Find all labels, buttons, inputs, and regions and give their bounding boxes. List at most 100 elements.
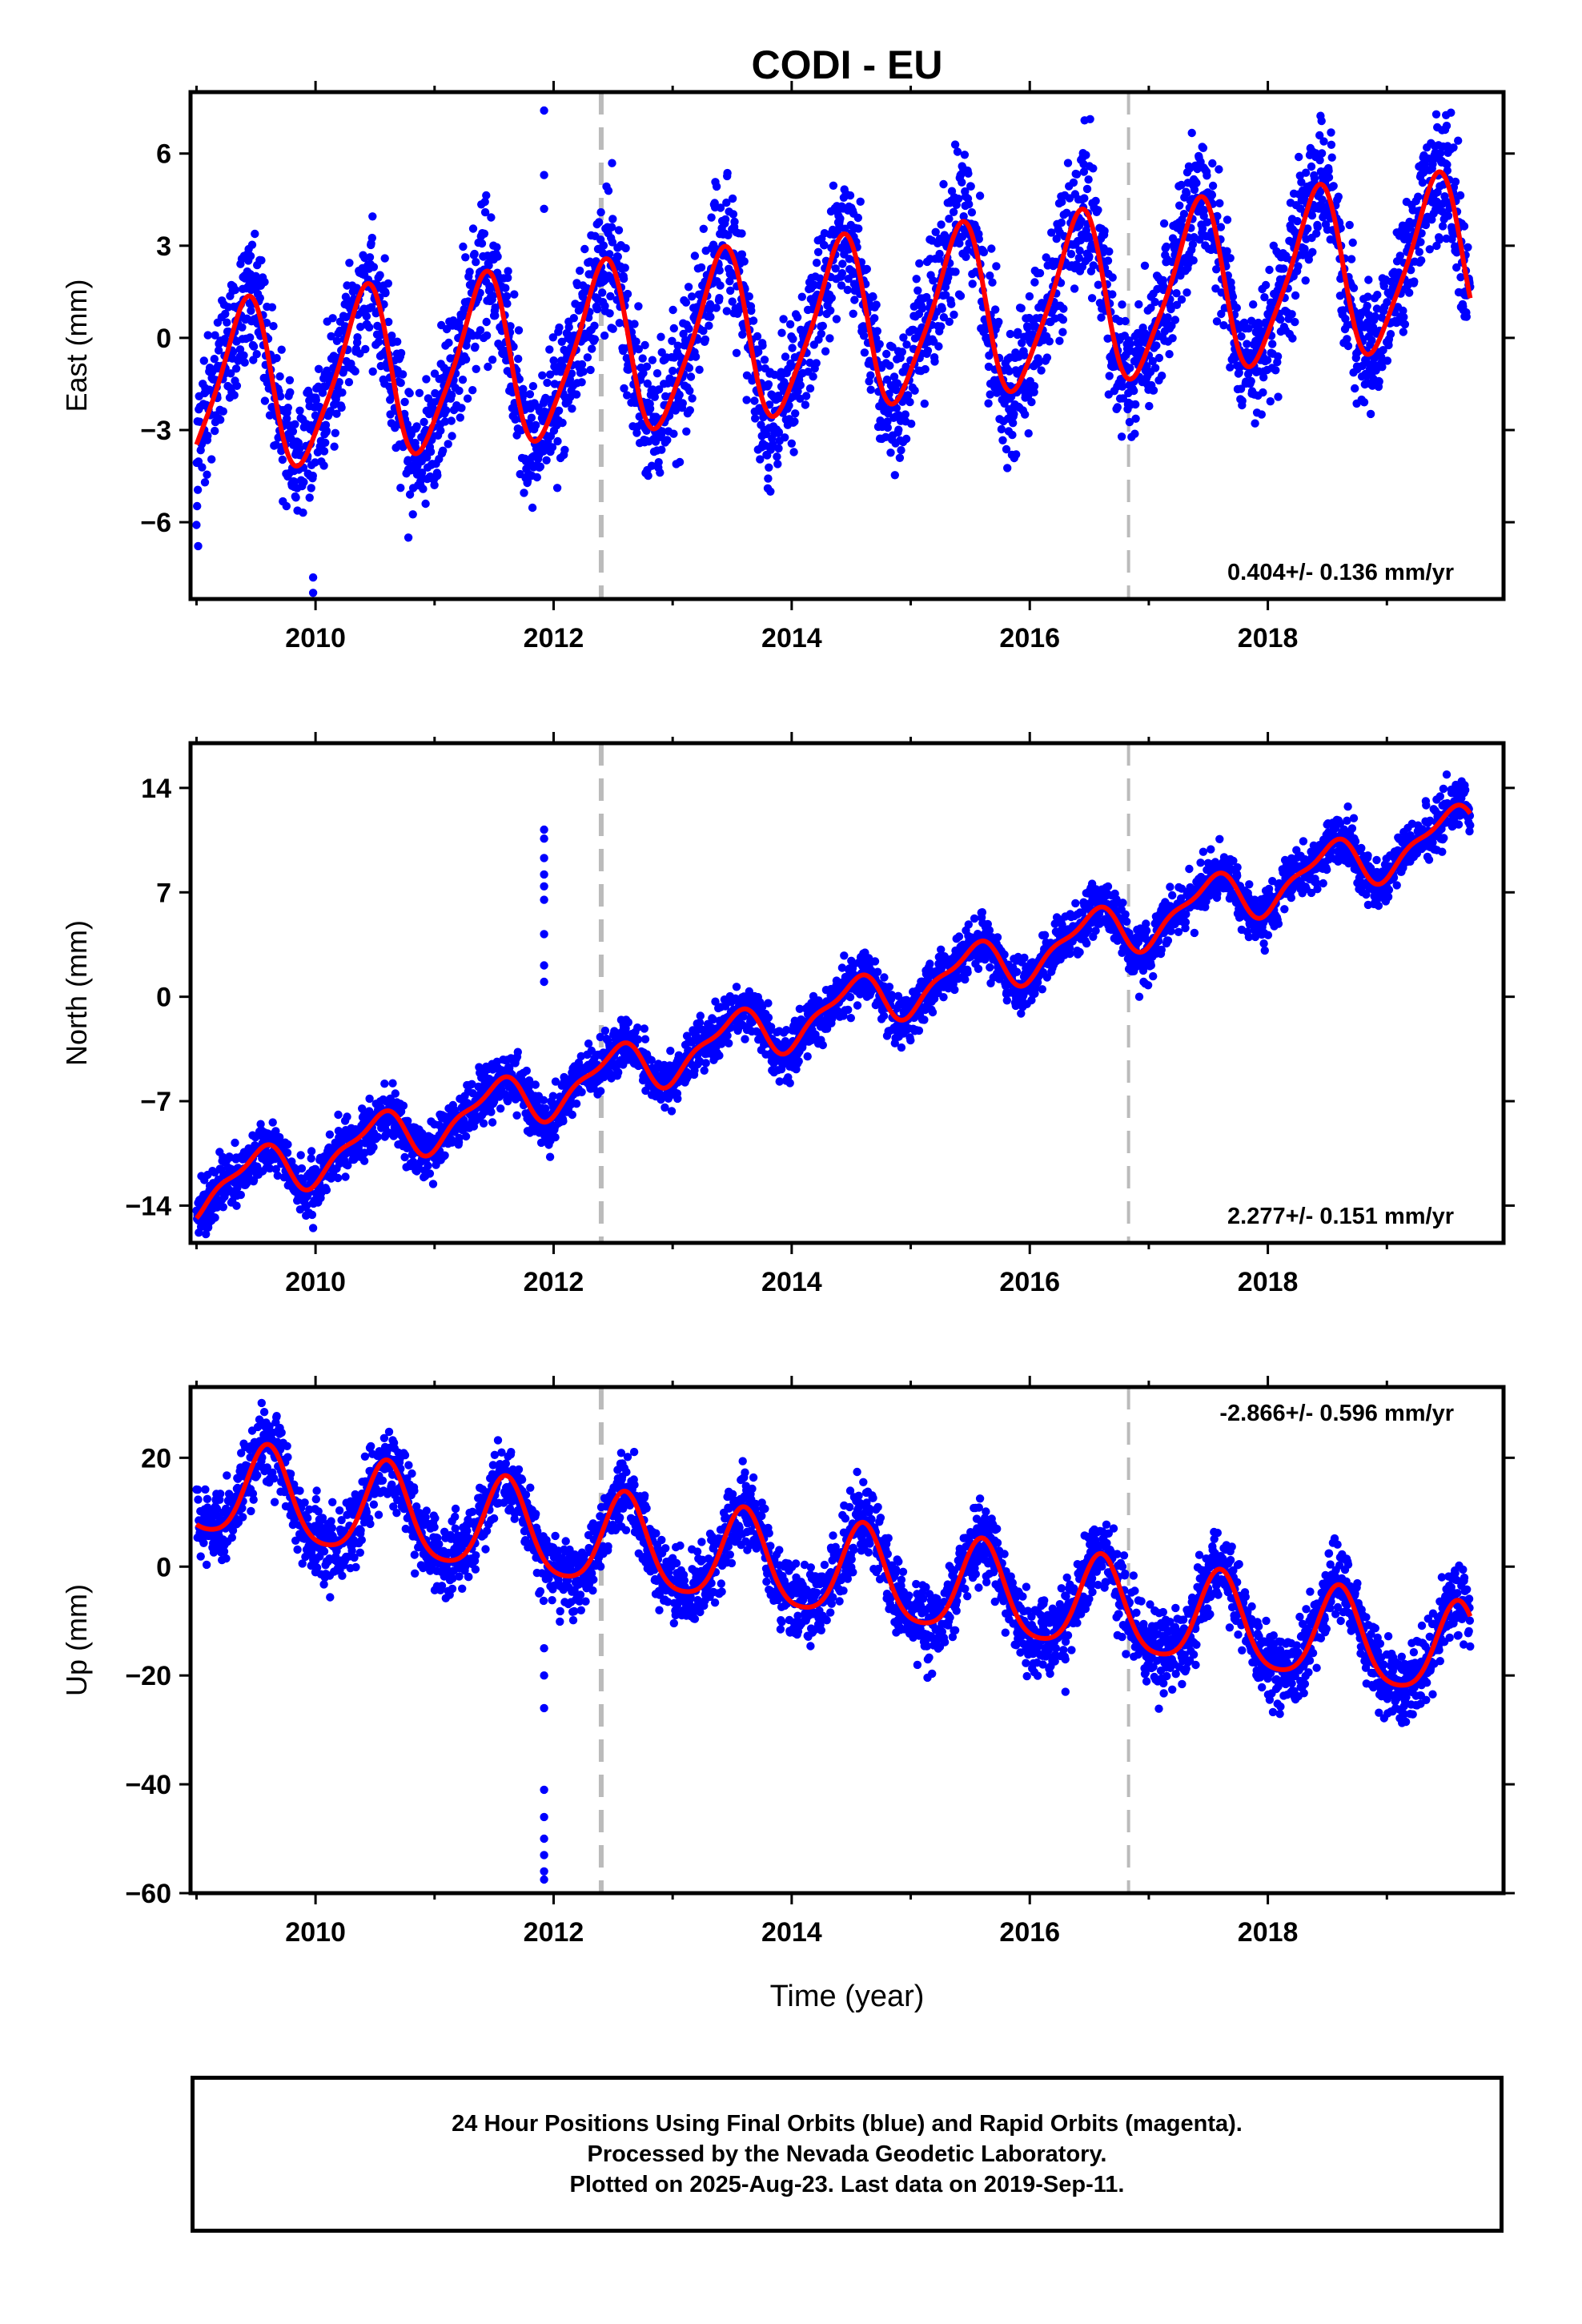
data-point [1301, 168, 1311, 177]
data-point [1386, 330, 1395, 339]
data-point [1244, 324, 1253, 333]
data-point [227, 369, 235, 378]
data-point [558, 362, 568, 371]
data-point [716, 281, 725, 290]
data-point [461, 253, 470, 262]
data-point [282, 501, 291, 511]
data-point [951, 267, 960, 276]
data-point [436, 426, 445, 435]
data-point [1089, 261, 1098, 270]
data-point [1341, 314, 1350, 324]
data-point [668, 336, 677, 345]
data-point [620, 263, 629, 272]
data-point [1405, 288, 1414, 297]
x-tick-label: 2014 [761, 623, 822, 653]
data-point [984, 362, 994, 372]
data-point [705, 321, 713, 330]
data-point [1158, 275, 1168, 285]
data-point [425, 1169, 435, 1178]
data-point [643, 379, 652, 388]
data-point [1223, 247, 1231, 255]
data-point [1297, 178, 1306, 187]
data-point [682, 427, 691, 436]
data-point [729, 210, 738, 219]
data-point [249, 1176, 259, 1184]
data-point [1117, 432, 1126, 441]
data-point [742, 371, 752, 380]
data-point [1105, 372, 1114, 380]
data-point [813, 247, 823, 256]
data-point [1030, 388, 1038, 396]
data-point [1418, 178, 1427, 187]
data-point [211, 1213, 219, 1222]
data-point [277, 345, 286, 354]
data-point [959, 212, 968, 221]
data-point [405, 388, 414, 398]
data-point [1449, 143, 1458, 152]
data-point [539, 1096, 548, 1105]
data-point [606, 292, 615, 301]
data-point [1219, 321, 1228, 330]
data-point [1154, 353, 1164, 363]
outlier-point [308, 589, 318, 597]
data-point [577, 1088, 586, 1097]
data-point [506, 322, 515, 331]
data-point [369, 1143, 378, 1152]
data-point [786, 359, 795, 368]
data-point [268, 1118, 277, 1127]
data-point [380, 1080, 389, 1088]
data-point [623, 391, 632, 400]
data-point [905, 397, 914, 407]
data-point [681, 298, 691, 307]
data-point [1058, 198, 1066, 207]
data-point [821, 347, 830, 356]
data-point [732, 348, 741, 357]
data-point [252, 350, 261, 359]
data-point [730, 217, 739, 227]
data-point [701, 1059, 710, 1068]
data-point [1228, 292, 1238, 301]
data-point [753, 332, 762, 341]
data-point [271, 1164, 280, 1174]
data-point [1307, 211, 1317, 220]
data-point [1108, 290, 1117, 299]
y-axis-label: East (mm) [60, 279, 93, 412]
data-point [290, 477, 299, 486]
data-point [644, 471, 652, 480]
data-point [640, 340, 649, 350]
data-point [805, 358, 814, 368]
data-point [634, 302, 643, 311]
data-point [986, 390, 994, 399]
data-point [387, 332, 396, 340]
data-point [1108, 273, 1117, 282]
data-point [1452, 263, 1461, 272]
data-point [381, 288, 390, 298]
data-point [656, 468, 665, 477]
data-point [447, 416, 456, 425]
data-point [1395, 251, 1405, 260]
data-point [820, 241, 829, 250]
data-point [750, 396, 759, 405]
data-point [322, 426, 331, 436]
data-point [369, 263, 379, 271]
data-point [568, 1110, 576, 1120]
data-point [1276, 315, 1285, 324]
data-point [966, 182, 975, 191]
data-point [1226, 363, 1235, 372]
data-point [586, 365, 595, 375]
data-point [648, 356, 657, 364]
data-point [654, 385, 664, 394]
data-point [723, 168, 732, 178]
data-point [1378, 363, 1387, 372]
data-point [1207, 191, 1217, 199]
data-point [493, 252, 502, 261]
data-point [728, 194, 737, 203]
outlier-point [308, 573, 318, 582]
data-point [843, 285, 853, 295]
data-point [1082, 151, 1090, 159]
data-point [1421, 220, 1431, 230]
data-point [480, 197, 489, 207]
data-point [470, 249, 479, 259]
data-point [468, 386, 477, 395]
data-point [657, 445, 666, 454]
